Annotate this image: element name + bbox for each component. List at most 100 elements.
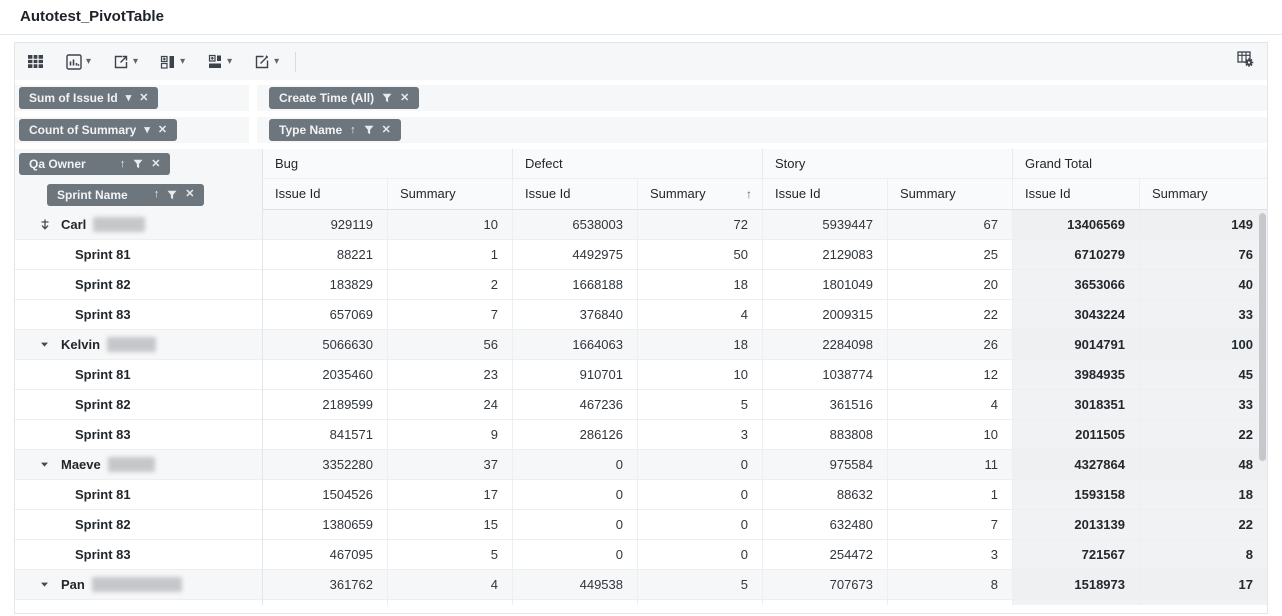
row-child-label-cell[interactable]: Sprint 82 [15,270,263,300]
field-chip-count-of-summary[interactable]: Count of Summary ▾ ✕ [19,119,178,141]
summary-cell: 23 [388,360,513,390]
issue-id-cell: 1518973 [1013,570,1140,600]
chevron-down-icon[interactable]: ▾ [180,55,186,67]
clipped-cell [1140,600,1267,605]
field-chip-create-time[interactable]: Create Time (All) ✕ [269,87,420,109]
export-icon [113,54,129,70]
issue-id-cell: 1593158 [1013,480,1140,510]
row-fields-button[interactable]: ▾ [207,54,232,70]
column-fields-button[interactable]: ▾ [160,54,185,70]
subheader-total-issue-id[interactable]: Issue Id [1013,179,1140,210]
close-icon[interactable]: ✕ [185,188,195,200]
row-child-label-cell[interactable]: Sprint 82 [15,510,263,540]
vertical-scrollbar[interactable] [1258,209,1266,611]
issue-id-cell: 1664063 [513,330,638,360]
clipped-cell [763,600,888,605]
filter-band-1: Sum of Issue Id ▾ ✕ Create Time (All) ✕ [15,85,1267,111]
subheader-defect-issue-id[interactable]: Issue Id [513,179,638,210]
summary-cell: 22 [1140,420,1267,450]
row-child-label-cell[interactable]: Sprint 83 [15,300,263,330]
close-icon[interactable]: ✕ [400,91,410,104]
caret-down-icon[interactable]: ▾ [144,123,150,136]
row-child-label-cell[interactable]: Sprint 83 [15,540,263,570]
row-group-label-cell[interactable]: Pan [15,570,263,600]
summary-cell: 4 [888,390,1013,420]
subheader-defect-summary[interactable]: Summary ↑ [638,179,763,210]
close-icon[interactable]: ✕ [151,157,161,170]
row-child-label: Sprint 82 [75,397,131,412]
filter-icon[interactable] [133,159,143,169]
subheader-bug-issue-id[interactable]: Issue Id [263,179,388,210]
caret-down-icon[interactable]: ▾ [125,91,132,104]
close-icon[interactable]: ✕ [381,123,391,136]
field-chip-sprint-name[interactable]: Sprint Name ↑ ✕ [47,183,205,206]
redacted-name-blur [107,337,157,352]
subheader-label: Summary [1152,186,1208,201]
close-icon[interactable]: ✕ [157,123,168,136]
issue-id-cell: 5066630 [263,330,388,360]
summary-cell: 0 [638,450,763,480]
field-chip-sum-of-issue-id[interactable]: Sum of Issue Id ▾ ✕ [19,87,159,109]
sort-asc-icon[interactable]: ↑ [350,123,356,136]
chart-view-button[interactable]: ▾ [66,53,92,70]
column-group-bug[interactable]: Bug [263,149,513,179]
row-group-label-cell[interactable]: Kelvin [15,330,263,360]
row-group-label-cell[interactable]: Carl [15,210,263,240]
subheader-story-issue-id[interactable]: Issue Id [763,179,888,210]
row-expand-toggle-icon[interactable] [39,218,61,231]
chevron-down-icon[interactable]: ▾ [133,55,139,67]
subheader-total-summary[interactable]: Summary [1140,179,1267,210]
column-group-story[interactable]: Story [763,149,1013,179]
row-group-label: Carl [61,217,87,232]
export-button[interactable]: ▾ [113,54,138,70]
row-child-label-cell[interactable]: Sprint 81 [15,480,263,510]
summary-cell: 33 [1140,390,1267,420]
subheader-story-summary[interactable]: Summary [888,179,1013,210]
summary-cell: 25 [888,240,1013,270]
row-group-label-cell[interactable]: Maeve [15,450,263,480]
chevron-down-icon[interactable]: ▾ [227,55,233,67]
edit-button[interactable]: ▾ [254,54,279,70]
add-row-field-icon [207,54,223,70]
summary-cell: 48 [1140,450,1267,480]
chevron-down-icon[interactable]: ▾ [274,55,280,67]
scrollbar-thumb[interactable] [1259,213,1266,461]
table-row: Sprint 83 467095 5 0 0 254472 3 721567 8 [15,540,1267,570]
filter-icon[interactable] [382,93,392,103]
sort-asc-icon[interactable]: ↑ [119,157,126,170]
close-icon[interactable]: ✕ [139,91,149,104]
grid-view-button[interactable] [27,54,44,69]
filter-icon[interactable] [364,125,374,135]
issue-id-cell: 0 [513,480,638,510]
issue-id-cell: 0 [513,510,638,540]
summary-cell: 72 [638,210,763,240]
add-column-field-icon [160,54,176,70]
column-group-grand-total[interactable]: Grand Total [1013,149,1267,179]
subheader-bug-summary[interactable]: Summary [388,179,513,210]
row-expand-toggle-icon[interactable] [39,579,61,590]
column-group-defect[interactable]: Defect [513,149,763,179]
summary-cell: 1 [388,240,513,270]
row-child-label-cell[interactable]: Sprint 83 [15,420,263,450]
row-child-label-cell[interactable]: Sprint 82 [15,390,263,420]
sort-asc-icon[interactable]: ↑ [153,188,160,200]
field-chip-qa-owner[interactable]: Qa Owner ↑ ✕ [19,153,171,175]
chevron-down-icon[interactable]: ▾ [86,55,92,67]
chip-label: Count of Summary [29,123,137,137]
field-settings-button[interactable] [1237,50,1255,73]
summary-cell: 4 [388,570,513,600]
row-child-label-cell[interactable]: Sprint 81 [15,240,263,270]
summary-cell: 2 [388,270,513,300]
table-grid-icon [27,54,44,69]
row-expand-toggle-icon[interactable] [39,459,61,470]
issue-id-cell: 13406569 [1013,210,1140,240]
filter-icon[interactable] [167,190,177,200]
issue-id-cell: 929119 [263,210,388,240]
row-expand-toggle-icon[interactable] [39,339,61,350]
row-child-label-cell[interactable]: Sprint 81 [15,360,263,390]
issue-id-cell: 1380659 [263,510,388,540]
summary-cell: 22 [1140,510,1267,540]
table-row: Sprint 83 657069 7 376840 4 2009315 22 3043224 3… [15,300,1267,330]
field-chip-type-name[interactable]: Type Name ↑ ✕ [269,119,401,141]
issue-id-cell: 88632 [763,480,888,510]
